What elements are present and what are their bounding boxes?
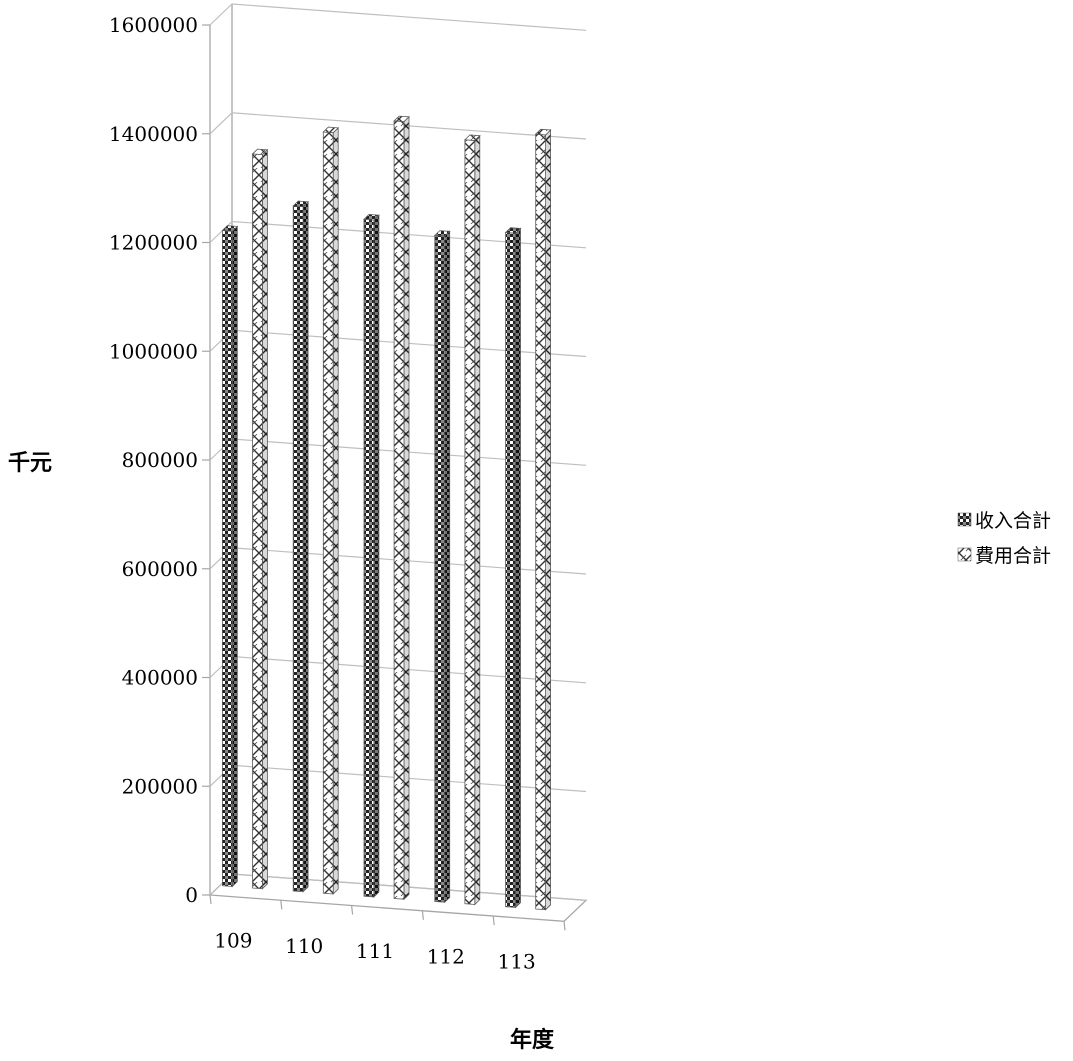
x-tick-label: 112 xyxy=(427,944,465,968)
bar-top xyxy=(322,126,340,134)
bar-side xyxy=(302,200,309,893)
bar-front xyxy=(363,218,375,898)
x-tick-label: 113 xyxy=(498,950,536,974)
bar-side xyxy=(545,129,551,911)
x-tick-label: 111 xyxy=(356,939,394,963)
bar-side xyxy=(231,225,238,888)
x-axis-title: 年度 xyxy=(510,1027,555,1053)
bar-front xyxy=(464,139,476,905)
bar xyxy=(393,115,410,901)
legend-label-income: 收入合計 xyxy=(975,510,1051,532)
y-tick-labels: 0 200000 400000 600000 800000 1000000 1200000 1… xyxy=(109,13,198,907)
x-tick-label: 110 xyxy=(285,934,323,958)
bar xyxy=(504,227,522,909)
y-tick-label: 0 xyxy=(185,883,198,907)
bar xyxy=(463,134,481,906)
bar-front xyxy=(393,120,405,900)
x-tick-mark xyxy=(563,921,566,931)
x-tick-mark xyxy=(421,910,424,920)
bar-side xyxy=(403,115,410,901)
x-tick-mark xyxy=(492,915,495,926)
y-tick-label: 1400000 xyxy=(109,122,198,146)
bar-side xyxy=(474,134,481,906)
bars xyxy=(221,115,552,911)
y-tick-label: 1600000 xyxy=(109,13,198,37)
bar-top xyxy=(463,134,481,141)
x-tick-mark xyxy=(351,905,354,915)
bar xyxy=(363,213,380,898)
bar-top xyxy=(292,200,310,208)
bar xyxy=(292,200,310,893)
bar-side xyxy=(444,230,451,904)
bar-side xyxy=(515,227,521,909)
y-tick-label: 600000 xyxy=(122,557,198,581)
gridline xyxy=(209,3,587,31)
gridline xyxy=(209,112,587,140)
legend-swatch-income xyxy=(957,512,972,527)
bar-front xyxy=(505,232,516,908)
bar-top xyxy=(534,128,552,136)
bar-side xyxy=(332,126,339,895)
bar-side xyxy=(373,214,380,898)
bar-top xyxy=(393,115,410,123)
y-tick-label: 400000 xyxy=(122,666,198,690)
bar xyxy=(534,128,552,911)
x-tick-labels: 109 110 111 112 113 xyxy=(214,929,535,974)
bar-front xyxy=(221,230,233,887)
bar-top xyxy=(221,225,239,232)
bar-front xyxy=(434,234,446,903)
bar xyxy=(221,225,239,888)
bar-side xyxy=(261,148,268,890)
bar-top xyxy=(363,213,380,221)
y-tick-label: 1000000 xyxy=(109,339,198,363)
bar-top xyxy=(251,148,269,156)
x-tick-mark xyxy=(280,900,283,910)
y-tick-label: 800000 xyxy=(122,448,198,472)
y-tick-label: 1200000 xyxy=(109,231,198,255)
bar-front xyxy=(292,205,304,893)
legend-label-expense: 費用合計 xyxy=(975,545,1051,567)
bar xyxy=(322,126,340,895)
x-tick-label: 109 xyxy=(214,929,252,953)
bar xyxy=(433,230,451,904)
bar-front xyxy=(322,131,334,895)
y-tick-label: 200000 xyxy=(122,774,198,798)
x-tick-mark xyxy=(209,894,212,905)
bar-front xyxy=(252,153,263,890)
bar-top xyxy=(504,227,522,234)
bar-top xyxy=(433,230,451,237)
bar xyxy=(251,148,269,890)
legend-swatch-expense xyxy=(957,547,972,562)
legend: 收入合計 費用合計 xyxy=(957,510,1051,567)
bar-front xyxy=(535,133,546,911)
y-axis-title: 千元 xyxy=(8,451,52,476)
